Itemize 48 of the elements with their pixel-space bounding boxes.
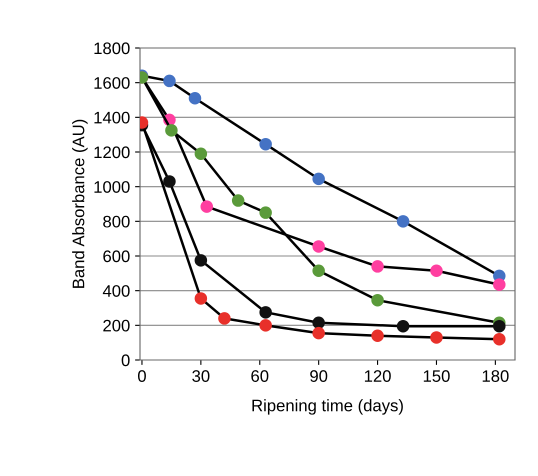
y-tick-label: 0 [122,354,130,366]
point [312,264,325,277]
x-tick-label: 60 [251,370,268,382]
point [371,329,384,342]
point [163,74,176,88]
point [396,215,410,228]
y-tick-label: 1400 [94,112,130,124]
y-tick-label: 1600 [94,77,130,89]
point [188,92,202,105]
x-tick-label: 30 [192,370,210,382]
point [259,319,272,332]
y-tick-label: 1000 [94,181,130,193]
x-tick-label: 0 [138,370,146,382]
point [312,240,325,253]
point [200,200,214,213]
point [259,206,272,219]
y-tick-label: 1200 [94,146,130,158]
point [493,278,506,291]
point [312,172,325,186]
point [194,147,208,160]
point [259,306,272,319]
y-tick-label: 600 [103,250,130,262]
point [371,260,384,273]
point [165,124,178,137]
y-tick-label: 400 [102,285,130,297]
x-axis-title: Ripening time (days) [252,399,403,415]
point [232,194,244,207]
point [312,326,325,340]
y-tick-label: 800 [103,216,130,228]
y-tick-label: 1800 [94,42,130,54]
point [163,175,176,188]
point [312,316,325,329]
point [396,320,410,332]
point [493,320,506,332]
point [259,138,272,150]
point [430,264,443,277]
point [430,331,443,344]
x-tick-label: 90 [310,370,328,382]
point [218,312,231,325]
y-tick-label: 200 [103,320,130,332]
x-tick-label: 180 [482,370,509,382]
point [194,292,208,305]
x-tick-label: 120 [364,370,391,382]
point [194,254,208,267]
point [371,294,384,306]
y-axis-title: Band Absorbance (AU) [72,120,88,288]
x-tick-label: 150 [424,370,450,382]
point [493,332,506,346]
